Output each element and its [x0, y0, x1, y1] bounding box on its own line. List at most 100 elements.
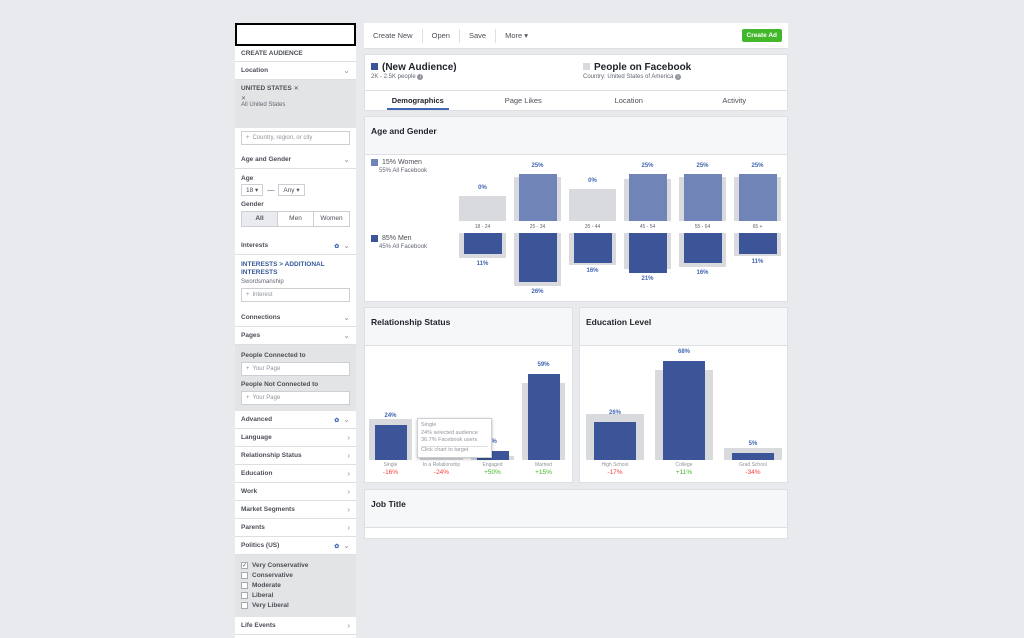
- info-icon[interactable]: i: [417, 74, 424, 80]
- gender-women-button[interactable]: Women: [320, 215, 343, 222]
- not-connected-page-input[interactable]: + Your Page: [241, 391, 350, 405]
- toolbar: Create New Open Save More ▾ Create Ad: [364, 23, 788, 49]
- gear-icon[interactable]: ✿: [334, 244, 340, 250]
- language-section[interactable]: Language ›: [235, 429, 356, 447]
- connected-page-input[interactable]: + Your Page: [241, 362, 350, 376]
- politics-option-moderate[interactable]: Moderate: [241, 580, 350, 590]
- bar-category-label: College: [675, 462, 693, 468]
- save-button[interactable]: Save: [460, 28, 497, 43]
- women-bar: [628, 173, 667, 221]
- age-gender-section[interactable]: Age and Gender ⌄: [235, 151, 356, 169]
- bar-diff-label: -34%: [745, 469, 761, 476]
- bar-value-label: 26%: [608, 410, 621, 417]
- gender-men-button[interactable]: Men: [278, 212, 314, 226]
- bar-category-label: In a Relationship: [422, 462, 461, 468]
- more-button[interactable]: More ▾: [505, 30, 529, 40]
- gear-icon[interactable]: ✿: [334, 544, 340, 550]
- create-audience-heading: CREATE AUDIENCE: [235, 46, 356, 62]
- women-sub: 55% All Facebook: [379, 168, 428, 174]
- create-ad-button[interactable]: Create Ad: [741, 29, 782, 42]
- interests-section[interactable]: Interests ✿ ⌄: [235, 237, 356, 255]
- relationship-chart[interactable]: 24% Single -16% In a Relationship -24% 6% Enga…: [365, 348, 572, 482]
- men-value-label: 11%: [476, 260, 489, 267]
- chevron-right-icon: ›: [347, 451, 350, 460]
- women-value-label: 25%: [751, 162, 764, 169]
- bar-diff-label: -16%: [382, 469, 399, 476]
- people-connected-label: People Connected to: [241, 352, 306, 359]
- education-section[interactable]: Education ›: [235, 465, 356, 483]
- women-value-label: 25%: [641, 162, 654, 169]
- gender-label: Gender: [241, 201, 264, 208]
- connections-section[interactable]: Connections ⌄: [235, 309, 356, 327]
- close-icon[interactable]: ✕: [293, 86, 299, 92]
- click-to-target-link[interactable]: Click chart to target: [421, 445, 488, 455]
- pages-section[interactable]: Pages ⌄: [235, 327, 356, 345]
- age-gender-panel: Age 18 ▾ — Any ▾ Gender All Men Women: [235, 169, 356, 237]
- checkbox-icon: [241, 601, 248, 609]
- age-max-select[interactable]: Any ▾: [278, 184, 305, 196]
- relationship-title: Relationship Status: [365, 308, 572, 346]
- men-bar: [738, 233, 777, 254]
- bar-diff-label: -24%: [433, 469, 450, 476]
- plus-icon: +: [246, 366, 250, 372]
- location-input[interactable]: + Country, region, or city: [241, 131, 350, 145]
- life-events-section[interactable]: Life Events ›: [235, 617, 356, 635]
- bar-value-label: 6%: [488, 439, 497, 446]
- chevron-right-icon: ›: [347, 469, 350, 478]
- age-gender-chart[interactable]: 0% 18 - 24 11% 25% 25 - 34 26% 0% 35 - 44 16% 25%…: [457, 155, 785, 297]
- men-bar: [518, 233, 557, 283]
- insights-tabs: Demographics Page Likes Location Activit…: [365, 90, 787, 110]
- checkbox-icon: [241, 591, 248, 599]
- politics-option-very-conservative[interactable]: ✓ Very Conservative: [241, 561, 309, 569]
- chevron-right-icon: ›: [347, 621, 350, 630]
- politics-option-liberal[interactable]: Liberal: [241, 590, 350, 600]
- location-section[interactable]: Location ⌄: [235, 62, 356, 80]
- facebook-audience-title: People on Facebook: [583, 62, 691, 73]
- politics-option-very-liberal[interactable]: Very Liberal: [241, 600, 350, 610]
- women-compare-bar: [569, 188, 616, 221]
- gear-icon[interactable]: ✿: [334, 418, 340, 424]
- pages-panel: People Connected to + Your Page People No…: [235, 345, 356, 411]
- age-gender-panel: Age and Gender 15% Women 55% All Faceboo…: [364, 116, 788, 302]
- work-section[interactable]: Work ›: [235, 483, 356, 501]
- politics-option-conservative[interactable]: Conservative: [241, 570, 350, 580]
- facebook-country: Country: United States of America: [583, 74, 674, 80]
- audience-swatch: [371, 63, 378, 70]
- market-segments-section[interactable]: Market Segments ›: [235, 501, 356, 519]
- men-value-label: 11%: [751, 258, 764, 265]
- audience-bar: [732, 452, 774, 460]
- bar-category-label: Grad School: [739, 462, 767, 468]
- info-icon[interactable]: i: [675, 74, 682, 80]
- men-bar: [683, 233, 722, 264]
- education-chart[interactable]: 26% High School -17% 68% College +11% 5% Grad S…: [580, 348, 787, 482]
- audience-bar: [374, 425, 407, 460]
- tab-demographics[interactable]: Demographics: [365, 91, 471, 110]
- women-value-label: 25%: [531, 162, 544, 169]
- bar-category-label: Married: [535, 462, 552, 468]
- age-category-label: 25 - 34: [514, 222, 561, 232]
- politics-section[interactable]: Politics (US) ✿ ⌄: [235, 537, 356, 555]
- job-title-heading: Job Title: [365, 490, 787, 528]
- open-button[interactable]: Open: [423, 28, 460, 43]
- relationship-status-section[interactable]: Relationship Status ›: [235, 447, 356, 465]
- tab-activity[interactable]: Activity: [722, 96, 747, 105]
- parents-section[interactable]: Parents ›: [235, 519, 356, 537]
- advanced-section[interactable]: Advanced ✿ ⌄: [235, 411, 356, 429]
- audience-bar: [594, 422, 636, 460]
- politics-panel: ✓ Very Conservative Conservative Moderate…: [235, 555, 356, 617]
- interests-path-link[interactable]: INTERESTS > ADDITIONAL INTERESTS: [241, 261, 325, 276]
- gender-selector: All Men Women: [241, 211, 350, 227]
- create-new-button[interactable]: Create New: [364, 28, 423, 43]
- bar-diff-label: +15%: [535, 469, 552, 476]
- bar-value-label: 68%: [677, 349, 690, 356]
- tab-location[interactable]: Location: [614, 96, 643, 105]
- chart-tooltip: Single 24% selected audience 36.7% Faceb…: [417, 418, 492, 458]
- interest-input[interactable]: + Interest: [241, 288, 350, 302]
- men-bar: [573, 233, 612, 264]
- tab-page-likes[interactable]: Page Likes: [504, 96, 542, 105]
- age-min-select[interactable]: 18 ▾: [241, 184, 264, 196]
- gender-all-button[interactable]: All: [242, 212, 278, 226]
- checkbox-icon: [241, 571, 248, 579]
- facebook-swatch: [583, 63, 590, 70]
- chevron-right-icon: ›: [347, 487, 350, 496]
